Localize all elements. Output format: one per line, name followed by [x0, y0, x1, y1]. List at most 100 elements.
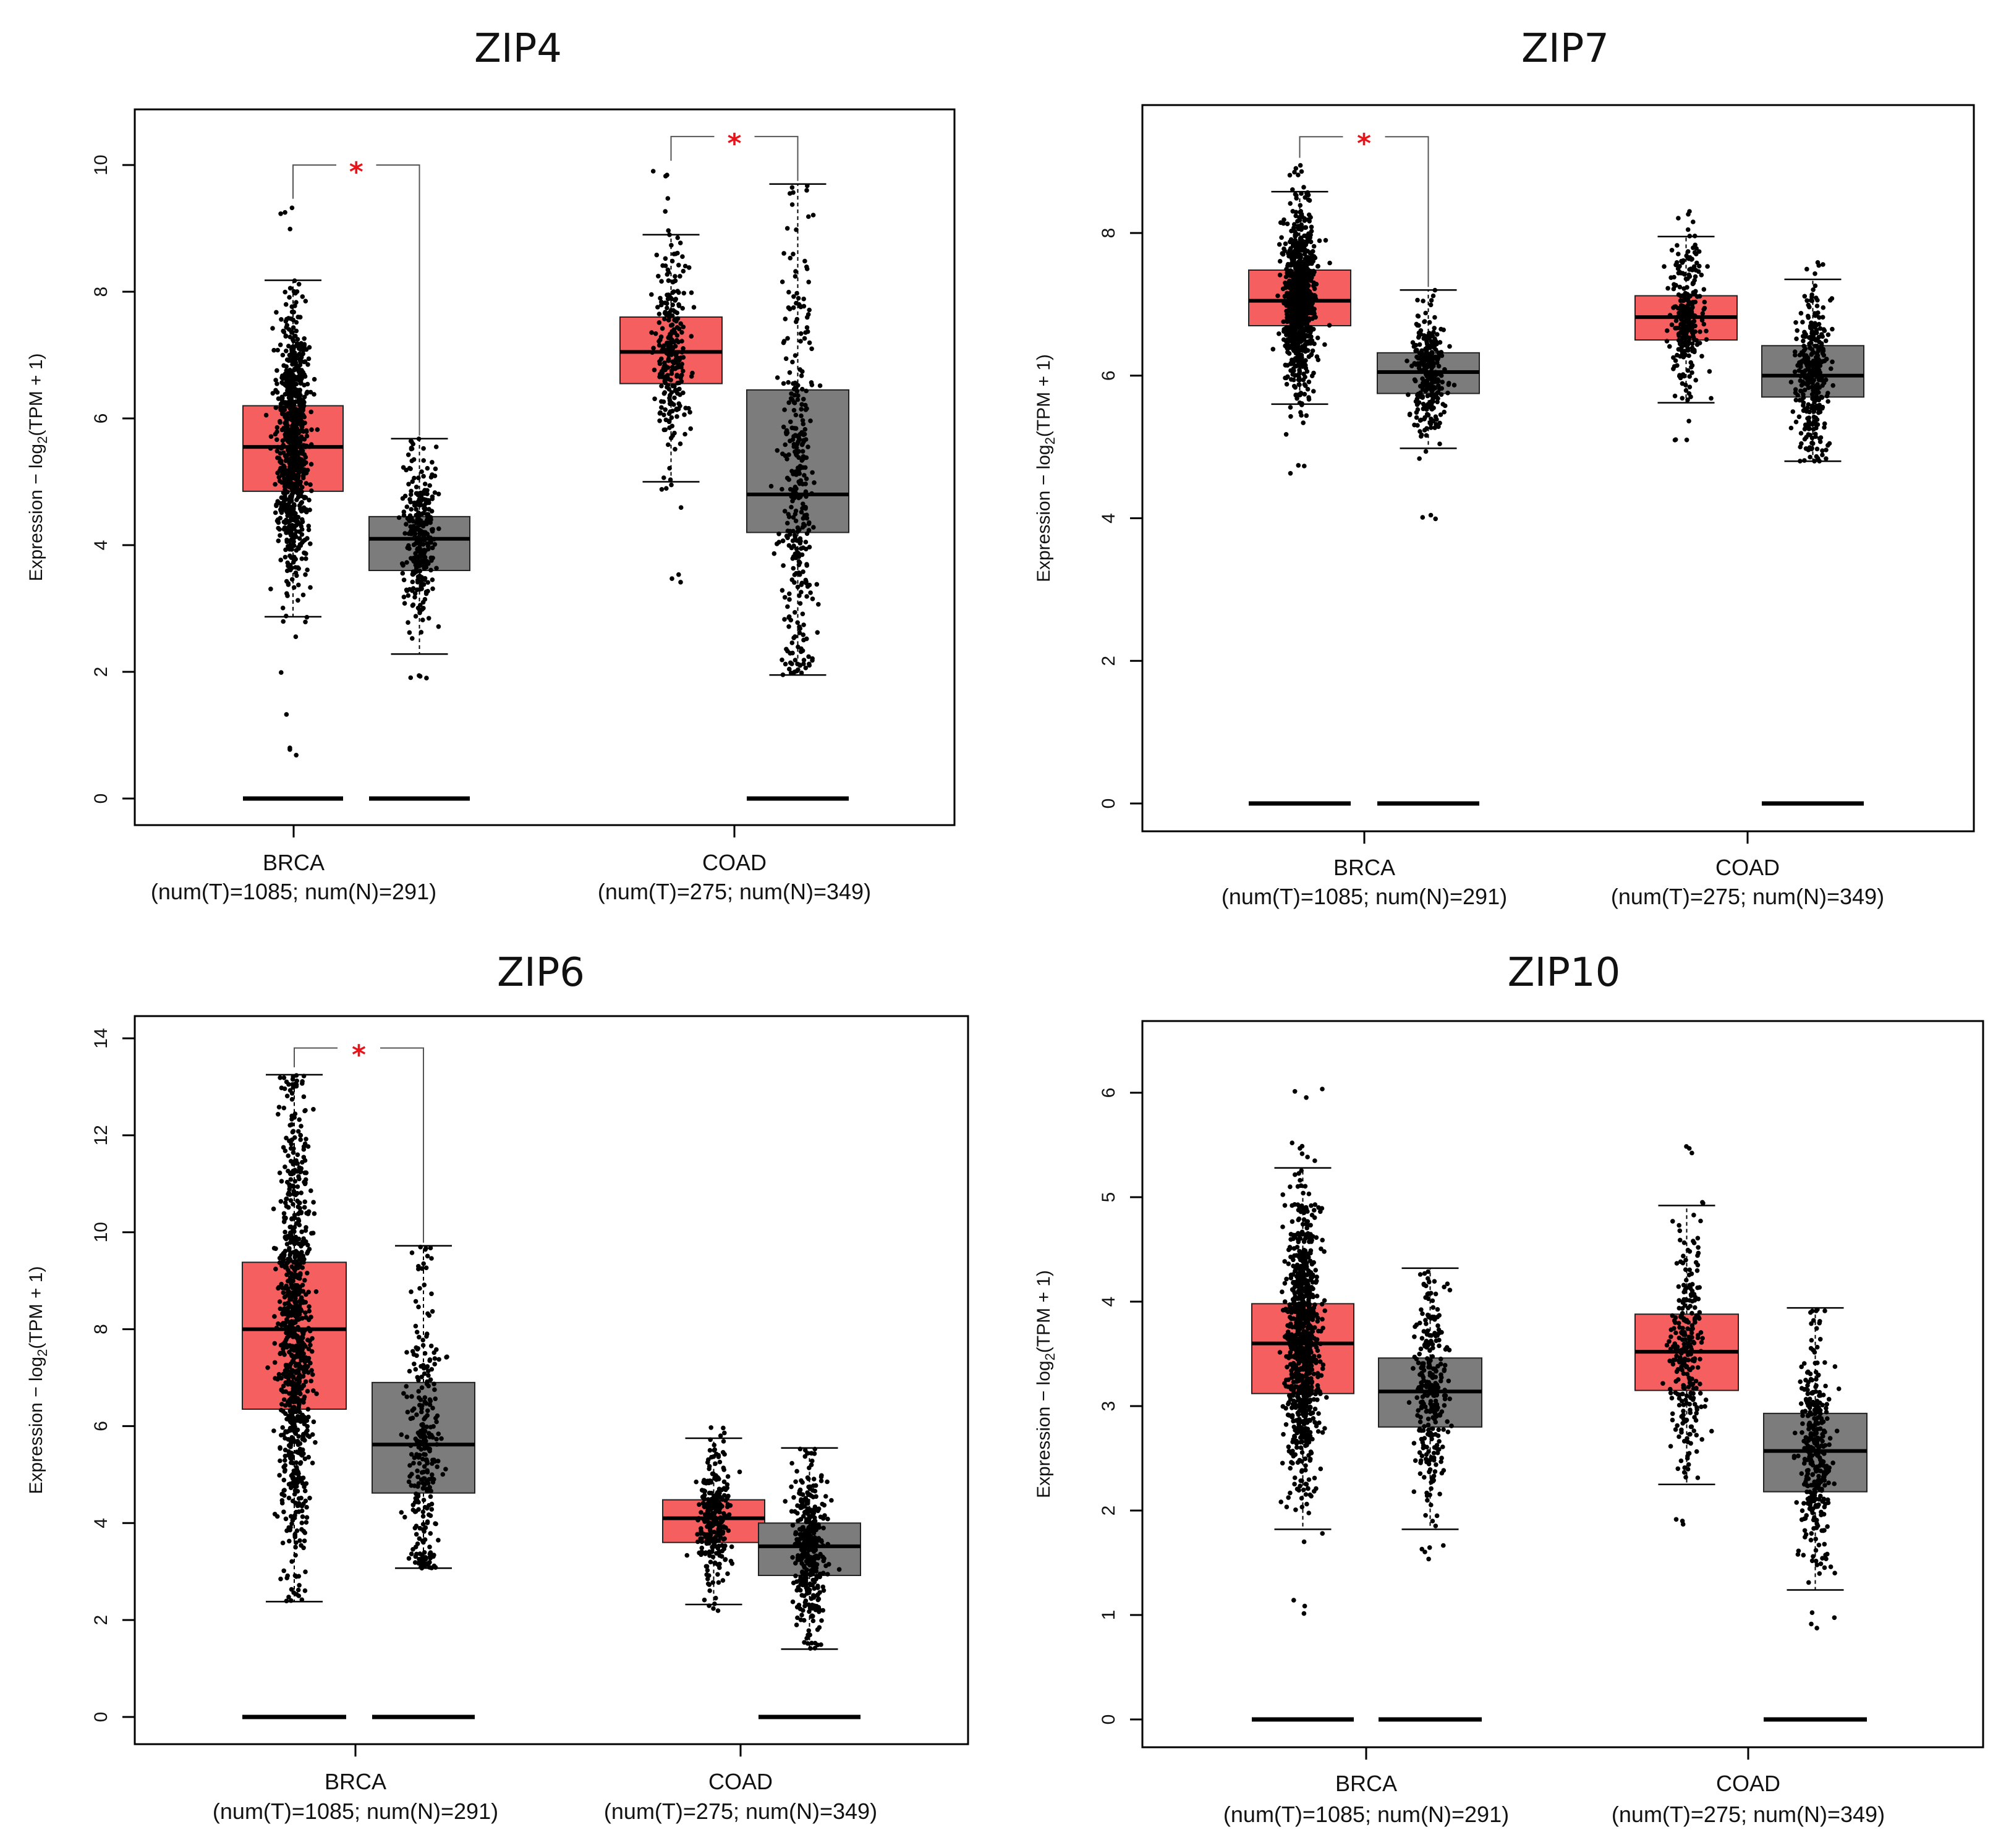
data-point: [1290, 361, 1296, 366]
data-point: [1800, 320, 1805, 324]
data-point: [1298, 392, 1302, 397]
data-point: [1800, 334, 1806, 339]
data-point: [401, 465, 406, 470]
category-sample-counts: (num(T)=1085; num(N)=291): [213, 1799, 498, 1824]
data-point: [1420, 368, 1426, 373]
data-point: [792, 580, 797, 585]
data-point: [297, 451, 302, 456]
data-point: [804, 188, 809, 193]
data-point: [268, 446, 273, 451]
data-point: [419, 494, 424, 499]
data-point: [652, 367, 657, 373]
data-point: [284, 418, 289, 423]
data-point: [292, 454, 297, 459]
data-point: [1308, 307, 1313, 312]
data-point: [292, 1215, 297, 1221]
data-point: [283, 520, 288, 525]
data-point: [287, 507, 292, 512]
data-point: [288, 1481, 293, 1486]
data-point: [413, 562, 419, 567]
data-point: [1323, 238, 1328, 243]
data-point: [1817, 436, 1822, 441]
data-point: [284, 357, 290, 362]
data-point: [404, 560, 409, 565]
y-tick-label: 0: [91, 794, 111, 804]
data-point: [413, 551, 418, 556]
data-point: [429, 1256, 434, 1261]
data-point: [292, 1274, 297, 1279]
data-point: [1288, 286, 1293, 290]
data-point: [295, 598, 300, 603]
data-point: [1696, 269, 1701, 274]
data-point: [666, 411, 672, 417]
data-point: [1280, 251, 1285, 256]
data-point: [422, 1464, 427, 1469]
data-point: [676, 302, 681, 307]
data-point: [415, 491, 420, 496]
data-point: [1424, 373, 1430, 378]
data-point: [795, 529, 801, 534]
data-point: [305, 1271, 310, 1276]
data-point: [299, 1597, 305, 1603]
data-point: [1820, 383, 1825, 388]
data-point: [308, 1342, 313, 1348]
data-point: [1298, 266, 1304, 272]
data-point: [433, 444, 439, 449]
data-point: [1704, 337, 1709, 342]
data-point: [1816, 263, 1821, 268]
data-point: [1277, 273, 1283, 278]
data-point: [289, 1137, 295, 1142]
data-point: [665, 383, 671, 388]
data-point: [682, 412, 687, 417]
data-point: [790, 650, 795, 656]
data-point: [302, 1530, 308, 1535]
data-point: [430, 527, 435, 532]
data-point: [422, 506, 427, 511]
data-point: [1423, 449, 1429, 454]
data-point: [278, 1199, 284, 1204]
data-point: [782, 509, 788, 514]
data-point: [278, 1576, 283, 1582]
data-point: [1809, 347, 1815, 352]
data-point: [303, 619, 308, 625]
data-point: [1299, 211, 1304, 217]
data-point: [674, 350, 679, 355]
data-point: [801, 569, 805, 574]
data-point: [1673, 437, 1678, 443]
data-point: [804, 515, 810, 521]
data-point: [1802, 381, 1808, 386]
data-point: [655, 305, 660, 310]
data-point: [1689, 345, 1695, 350]
data-point: [304, 1504, 309, 1510]
data-point: [1684, 333, 1689, 339]
data-point: [1669, 322, 1675, 328]
data-point: [298, 1461, 303, 1466]
data-point: [295, 1152, 300, 1158]
data-point: [810, 213, 816, 218]
data-point: [785, 648, 790, 654]
data-point: [310, 1372, 315, 1377]
data-point: [794, 319, 799, 324]
data-point: [283, 1229, 287, 1235]
data-point: [1306, 310, 1311, 316]
data-point: [790, 397, 795, 402]
data-point: [1311, 268, 1316, 274]
data-point: [305, 1249, 310, 1254]
data-point: [292, 1417, 297, 1422]
data-point: [268, 434, 274, 439]
data-point: [297, 1446, 303, 1452]
data-point: [1302, 349, 1308, 354]
data-point: [1814, 303, 1820, 308]
data-point: [1301, 420, 1306, 425]
data-point: [669, 337, 675, 343]
data-point: [409, 439, 414, 444]
data-point: [286, 497, 292, 502]
data-point: [281, 381, 286, 386]
data-point: [284, 1528, 289, 1533]
data-point: [275, 470, 280, 475]
data-point: [302, 1538, 307, 1543]
data-point: [297, 1384, 302, 1389]
data-point: [300, 1316, 305, 1321]
data-point: [400, 496, 406, 501]
